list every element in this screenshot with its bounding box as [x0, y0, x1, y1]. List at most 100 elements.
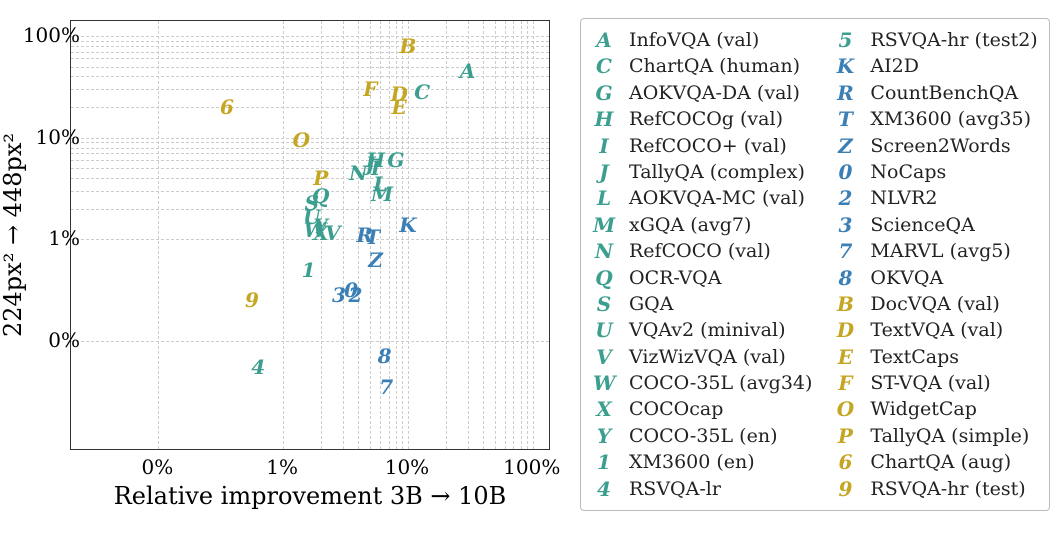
legend-item: DTextVQA (val): [834, 317, 1037, 343]
x-axis-label: Relative improvement 3B → 10B: [70, 482, 550, 510]
x-tick: 0%: [141, 455, 173, 479]
legend-item: VVizWizVQA (val): [593, 344, 812, 370]
x-tick: 100%: [503, 455, 560, 479]
legend-item: Y COCO-35L (en): [593, 423, 812, 449]
legend-marker: W: [593, 370, 615, 396]
legend-label: TallyQA (complex): [629, 159, 805, 185]
legend-label: AOKVQA-DA (val): [629, 80, 800, 106]
legend-label: AI2D: [870, 53, 919, 79]
legend-label: ScienceQA: [870, 212, 974, 238]
legend-item: K AI2D: [834, 53, 1037, 79]
legend-marker: R: [834, 80, 856, 106]
y-tick: 0%: [20, 328, 80, 352]
legend-label: DocVQA (val): [870, 291, 999, 317]
data-point: 7: [379, 375, 393, 399]
data-point: Y: [314, 214, 328, 238]
y-tick: 100%: [20, 23, 80, 47]
legend-item: E TextCaps: [834, 344, 1037, 370]
legend-label: TallyQA (simple): [870, 423, 1029, 449]
legend-item: GAOKVQA-DA (val): [593, 80, 812, 106]
legend-marker: Y: [593, 423, 615, 449]
legend-label: ST-VQA (val): [870, 370, 990, 396]
legend-marker: 3: [834, 212, 856, 238]
data-point: O: [293, 128, 310, 152]
legend-label: OCR-VQA: [629, 265, 721, 291]
legend-item: 5 RSVQA-hr (test2): [834, 27, 1037, 53]
legend: AInfoVQA (val)CChartQA (human)GAOKVQA-DA…: [580, 18, 1050, 511]
legend-marker: Z: [834, 133, 856, 159]
legend-column-2: 5 RSVQA-hr (test2) K AI2D R CountBenchQATXM36…: [834, 27, 1037, 502]
legend-label: VizWizVQA (val): [629, 344, 786, 370]
legend-label: RSVQA-hr (test): [870, 476, 1025, 502]
legend-marker: H: [593, 106, 615, 132]
legend-item: 0NoCaps: [834, 159, 1037, 185]
data-point: G: [387, 148, 404, 172]
legend-label: COCOcap: [629, 396, 723, 422]
legend-item: 1 XM3600 (en): [593, 449, 812, 475]
data-point: A: [460, 59, 476, 83]
legend-item: F ST-VQA (val): [834, 370, 1037, 396]
legend-column-1: AInfoVQA (val)CChartQA (human)GAOKVQA-DA…: [593, 27, 812, 502]
plot-area: ACGHIJLMNQSUVWXY14KRTZ02378BDEFOP69: [70, 20, 550, 450]
legend-marker: P: [834, 423, 856, 449]
data-point: M: [371, 182, 393, 206]
legend-item: 2NLVR2: [834, 185, 1037, 211]
data-point: 1: [302, 258, 316, 282]
legend-label: XM3600 (en): [629, 449, 755, 475]
legend-marker: B: [834, 291, 856, 317]
legend-item: 3 ScienceQA: [834, 212, 1037, 238]
legend-item: 7 MARVL (avg5): [834, 238, 1037, 264]
legend-item: SGQA: [593, 291, 812, 317]
legend-label: COCO-35L (avg34): [629, 370, 812, 396]
legend-item: U VQAv2 (minival): [593, 317, 812, 343]
legend-item: J TallyQA (complex): [593, 159, 812, 185]
legend-marker: E: [834, 344, 856, 370]
legend-marker: X: [593, 396, 615, 422]
data-point: C: [414, 80, 430, 104]
data-point: N: [349, 161, 367, 185]
legend-marker: U: [593, 317, 615, 343]
legend-label: CountBenchQA: [870, 80, 1018, 106]
data-point: Z: [368, 248, 383, 272]
legend-label: NoCaps: [870, 159, 946, 185]
legend-label: TextCaps: [870, 344, 959, 370]
data-point: F: [363, 77, 377, 101]
data-point: T: [365, 225, 380, 249]
data-point: K: [399, 213, 416, 237]
legend-label: ChartQA (aug): [870, 449, 1011, 475]
legend-label: RefCOCO (val): [629, 238, 771, 264]
legend-marker: K: [834, 53, 856, 79]
legend-item: TXM3600 (avg35): [834, 106, 1037, 132]
legend-label: MARVL (avg5): [870, 238, 1010, 264]
legend-label: Screen2Words: [870, 133, 1010, 159]
legend-marker: L: [593, 185, 615, 211]
legend-marker: 9: [834, 476, 856, 502]
legend-marker: 1: [593, 449, 615, 475]
legend-item: Z Screen2Words: [834, 133, 1037, 159]
legend-label: RSVQA-hr (test2): [870, 27, 1037, 53]
data-point: 8: [378, 344, 392, 368]
legend-item: CChartQA (human): [593, 53, 812, 79]
legend-marker: 7: [834, 238, 856, 264]
legend-marker: J: [593, 159, 615, 185]
legend-marker: F: [834, 370, 856, 396]
legend-item: 4RSVQA-lr: [593, 476, 812, 502]
legend-marker: A: [593, 27, 615, 53]
legend-item: X COCOcap: [593, 396, 812, 422]
legend-item: NRefCOCO (val): [593, 238, 812, 264]
legend-item: B DocVQA (val): [834, 291, 1037, 317]
legend-marker: 4: [593, 476, 615, 502]
legend-label: xGQA (avg7): [629, 212, 751, 238]
legend-item: 8OKVQA: [834, 265, 1037, 291]
legend-label: COCO-35L (en): [629, 423, 777, 449]
legend-marker: 8: [834, 265, 856, 291]
legend-item: W COCO-35L (avg34): [593, 370, 812, 396]
legend-marker: 5: [834, 27, 856, 53]
data-point: 9: [245, 288, 259, 312]
legend-marker: I: [593, 133, 615, 159]
legend-marker: T: [834, 106, 856, 132]
legend-item: 6ChartQA (aug): [834, 449, 1037, 475]
legend-marker: Q: [593, 265, 615, 291]
legend-label: VQAv2 (minival): [629, 317, 785, 343]
legend-marker: C: [593, 53, 615, 79]
